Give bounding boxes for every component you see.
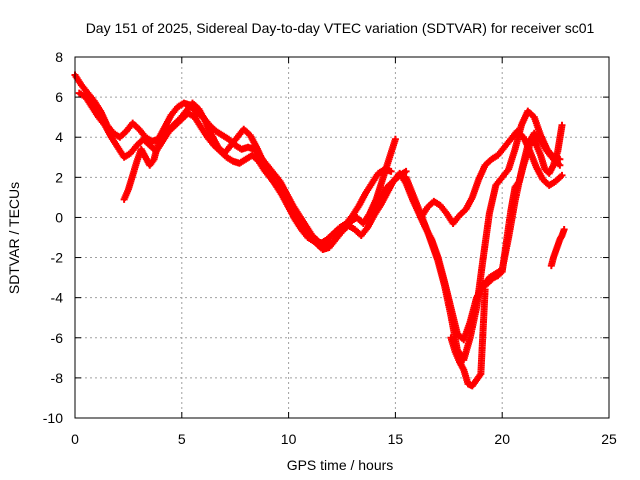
data-point	[560, 225, 568, 233]
y-axis-label: SDTVAR / TECUs	[6, 182, 22, 294]
axis-ticks: 0 5 10 15 20 25 -10 -8 -6 -4 -2 0 2 4 6 8	[43, 49, 617, 447]
series-track-b	[75, 89, 410, 254]
x-tick-label: 5	[178, 431, 186, 447]
data-point	[558, 171, 566, 179]
x-axis-label: GPS time / hours	[287, 457, 394, 473]
series-track-c	[120, 99, 395, 248]
x-tick-label: 15	[388, 431, 404, 447]
data-points	[71, 71, 568, 390]
data-point	[387, 167, 395, 175]
y-tick-label: -6	[51, 330, 64, 346]
x-tick-label: 10	[281, 431, 297, 447]
data-point	[391, 135, 399, 143]
y-tick-label: 6	[55, 89, 63, 105]
y-tick-label: 2	[55, 169, 63, 185]
y-tick-label: -10	[43, 410, 63, 426]
y-tick-label: 8	[55, 49, 63, 65]
chart-title: Day 151 of 2025, Sidereal Day-to-day VTE…	[86, 20, 595, 36]
y-tick-label: 4	[55, 129, 63, 145]
y-tick-label: -8	[51, 370, 64, 386]
y-tick-label: 0	[55, 209, 63, 225]
data-point	[402, 167, 410, 175]
plot-frame	[74, 56, 610, 419]
y-tick-label: -4	[51, 290, 64, 306]
x-tick-label: 25	[601, 431, 617, 447]
x-tick-label: 20	[494, 431, 510, 447]
data-point	[558, 121, 566, 129]
series-track-i	[547, 225, 568, 270]
series-track-h	[481, 121, 566, 290]
series-track-g	[447, 286, 489, 390]
x-tick-label: 0	[71, 431, 79, 447]
data-point	[556, 161, 564, 169]
y-tick-label: -2	[51, 250, 64, 266]
